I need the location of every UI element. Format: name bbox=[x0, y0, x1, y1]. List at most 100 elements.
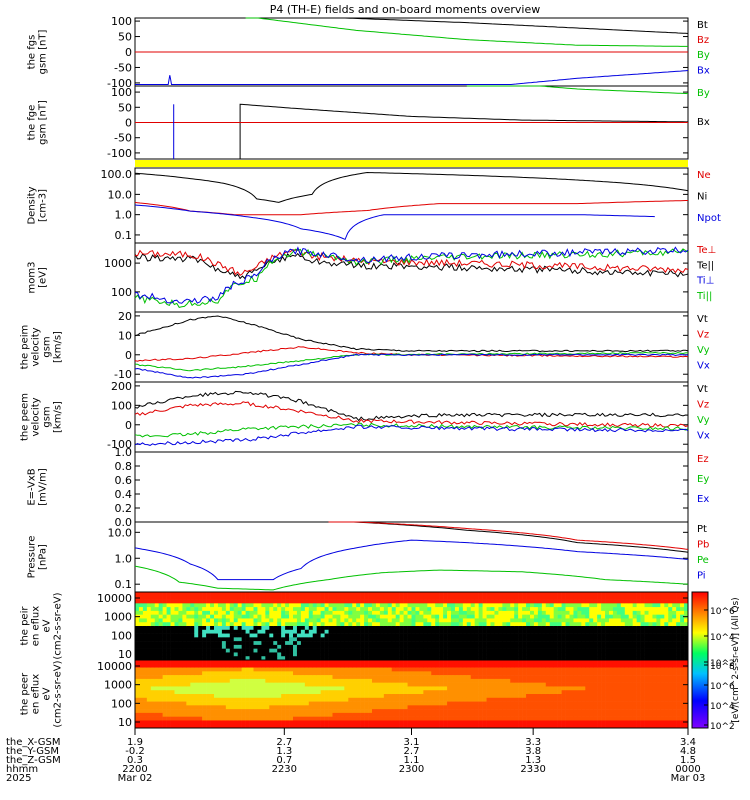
heatmap-cell bbox=[518, 690, 523, 695]
heatmap-cell bbox=[474, 682, 479, 687]
heatmap-cell bbox=[170, 599, 175, 604]
heatmap-cell bbox=[565, 682, 570, 687]
heatmap-cell bbox=[190, 701, 195, 706]
heatmap-cell bbox=[573, 690, 578, 695]
heatmap-cell bbox=[312, 716, 317, 721]
heatmap-cell bbox=[261, 614, 266, 619]
heatmap-cell bbox=[427, 694, 432, 699]
heatmap-cell bbox=[612, 694, 618, 699]
heatmap-cell bbox=[214, 648, 219, 653]
heatmap-cell bbox=[628, 648, 633, 653]
heatmap-cell bbox=[249, 629, 254, 634]
heatmap-cell bbox=[383, 678, 389, 683]
heatmap-cell bbox=[253, 599, 258, 604]
heatmap-cell bbox=[573, 644, 578, 649]
heatmap-cell bbox=[202, 678, 207, 683]
heatmap-cell bbox=[506, 712, 511, 717]
heatmap-cell bbox=[561, 678, 566, 683]
heatmap-cell bbox=[300, 603, 306, 608]
heatmap-cell bbox=[296, 690, 302, 695]
heatmap-cell bbox=[206, 694, 211, 699]
heatmap-cell bbox=[593, 641, 598, 646]
heatmap-cell bbox=[415, 652, 420, 657]
heatmap-cell bbox=[533, 652, 539, 657]
heatmap-cell bbox=[427, 656, 432, 661]
heatmap-cell bbox=[490, 705, 495, 710]
heatmap-cell bbox=[142, 667, 148, 672]
heatmap-cell bbox=[415, 671, 420, 676]
heatmap-cell bbox=[178, 660, 183, 665]
heatmap-cell bbox=[498, 690, 503, 695]
heatmap-cell bbox=[573, 603, 578, 608]
heatmap-cell bbox=[447, 675, 452, 680]
heatmap-cell bbox=[462, 671, 468, 676]
heatmap-cell bbox=[285, 705, 290, 710]
heatmap-cell bbox=[332, 660, 337, 665]
heatmap-cell bbox=[210, 595, 215, 600]
heatmap-cell bbox=[466, 720, 472, 725]
heatmap-cell bbox=[146, 607, 152, 612]
heatmap-cell bbox=[146, 656, 152, 661]
heatmap-cell bbox=[285, 641, 290, 646]
heatmap-cell bbox=[320, 599, 325, 604]
heatmap-cell bbox=[356, 637, 361, 642]
heatmap-cell bbox=[340, 671, 345, 676]
heatmap-cell bbox=[217, 614, 223, 619]
heatmap-cell bbox=[281, 656, 286, 661]
heatmap-cell bbox=[162, 610, 167, 615]
heatmap-cell bbox=[470, 724, 475, 729]
heatmap-cell bbox=[281, 694, 286, 699]
heatmap-cell bbox=[178, 701, 183, 706]
heatmap-cell bbox=[573, 694, 578, 699]
heatmap-cell bbox=[154, 622, 159, 627]
heatmap-cell bbox=[423, 720, 428, 725]
heatmap-cell bbox=[435, 637, 440, 642]
heatmap-cell bbox=[593, 618, 598, 623]
heatmap-cell bbox=[375, 592, 381, 597]
heatmap-cell bbox=[656, 595, 661, 600]
heatmap-cell bbox=[340, 648, 345, 653]
heatmap-cell bbox=[269, 709, 274, 714]
heatmap-cell bbox=[308, 682, 314, 687]
heatmap-cell bbox=[202, 682, 207, 687]
heatmap-cell bbox=[526, 686, 531, 691]
heatmap-cell bbox=[336, 720, 341, 725]
heatmap-cell bbox=[482, 595, 487, 600]
heatmap-cell bbox=[632, 633, 637, 638]
heatmap-cell bbox=[537, 705, 543, 710]
heatmap-cell bbox=[443, 686, 448, 691]
heatmap-cell bbox=[312, 690, 317, 695]
heatmap-cell bbox=[541, 724, 547, 729]
heatmap-cell bbox=[316, 690, 321, 695]
heatmap-cell bbox=[415, 686, 420, 691]
heatmap-cell bbox=[285, 622, 290, 627]
heatmap-cell bbox=[356, 592, 361, 597]
heatmap-cell bbox=[158, 595, 163, 600]
heatmap-cell bbox=[166, 716, 171, 721]
heatmap-cell bbox=[443, 610, 448, 615]
heatmap-cell bbox=[324, 648, 329, 653]
heatmap-cell bbox=[541, 697, 547, 702]
heatmap-cell bbox=[589, 663, 594, 668]
heatmap-cell bbox=[439, 656, 444, 661]
heatmap-cell bbox=[403, 592, 408, 597]
heatmap-cell bbox=[624, 709, 630, 714]
heatmap-cell bbox=[320, 644, 325, 649]
heatmap-cell bbox=[612, 633, 618, 638]
heatmap-cell bbox=[229, 599, 235, 604]
heatmap-cell bbox=[399, 716, 404, 721]
heatmap-cell bbox=[482, 716, 487, 721]
heatmap-cell bbox=[237, 724, 242, 729]
heatmap-cell bbox=[431, 724, 436, 729]
heatmap-cell bbox=[190, 652, 195, 657]
heatmap-cell bbox=[174, 705, 179, 710]
heatmap-cell bbox=[652, 592, 657, 597]
quality-bar bbox=[135, 160, 688, 167]
y-tick-label: 100 bbox=[111, 399, 132, 412]
heatmap-cell bbox=[447, 595, 452, 600]
heatmap-cell bbox=[206, 686, 211, 691]
heatmap-cell bbox=[636, 633, 641, 638]
heatmap-cell bbox=[486, 629, 491, 634]
heatmap-cell bbox=[229, 660, 235, 665]
